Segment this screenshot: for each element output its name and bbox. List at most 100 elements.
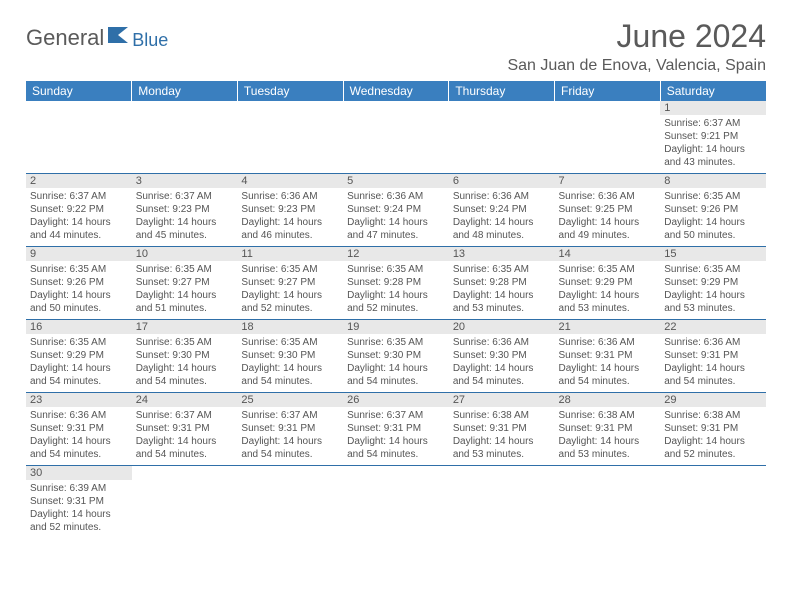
header-friday: Friday (555, 81, 661, 101)
day-cell: 19 Sunrise: 6:35 AMSunset: 9:30 PMDayligh… (343, 320, 449, 393)
day-cell (26, 101, 132, 174)
day-cell (343, 466, 449, 539)
day-number: 2 (26, 174, 132, 188)
day-cell: 29Sunrise: 6:38 AMSunset: 9:31 PMDayligh… (660, 393, 766, 466)
day-cell: 1Sunrise: 6:37 AMSunset: 9:21 PMDaylight… (660, 101, 766, 174)
day-cell: 10 Sunrise: 6:35 AMSunset: 9:27 PMDayligh… (132, 247, 238, 320)
day-info: Sunrise: 6:39 AMSunset: 9:31 PMDaylight:… (30, 482, 128, 534)
header-saturday: Saturday (660, 81, 766, 101)
logo: General Blue (26, 18, 168, 51)
header-monday: Monday (132, 81, 238, 101)
day-number: 28 (555, 393, 661, 407)
day-number: 24 (132, 393, 238, 407)
week-row: 9 Sunrise: 6:35 AMSunset: 9:26 PMDaylight… (26, 247, 766, 320)
day-number: 11 (237, 247, 343, 261)
day-cell: 3Sunrise: 6:37 AMSunset: 9:23 PMDaylight… (132, 174, 238, 247)
week-row: 2Sunrise: 6:37 AMSunset: 9:22 PMDaylight… (26, 174, 766, 247)
day-info: Sunrise: 6:35 AMSunset: 9:30 PMDaylight:… (347, 336, 445, 388)
header-sunday: Sunday (26, 81, 132, 101)
day-cell (343, 101, 449, 174)
day-cell: 13 Sunrise: 6:35 AMSunset: 9:28 PMDayligh… (449, 247, 555, 320)
day-cell: 25 Sunrise: 6:37 AMSunset: 9:31 PMDayligh… (237, 393, 343, 466)
day-cell (132, 101, 238, 174)
day-info: Sunrise: 6:37 AMSunset: 9:31 PMDaylight:… (347, 409, 445, 461)
day-number: 19 (343, 320, 449, 334)
day-cell (555, 466, 661, 539)
day-cell: 20 Sunrise: 6:36 AMSunset: 9:30 PMDayligh… (449, 320, 555, 393)
day-cell: 14Sunrise: 6:35 AMSunset: 9:29 PMDayligh… (555, 247, 661, 320)
day-cell: 21 Sunrise: 6:36 AMSunset: 9:31 PMDayligh… (555, 320, 661, 393)
day-info: Sunrise: 6:35 AMSunset: 9:30 PMDaylight:… (136, 336, 234, 388)
day-number: 27 (449, 393, 555, 407)
day-number: 16 (26, 320, 132, 334)
day-header-row: Sunday Monday Tuesday Wednesday Thursday… (26, 81, 766, 101)
day-number: 8 (660, 174, 766, 188)
day-info: Sunrise: 6:35 AMSunset: 9:30 PMDaylight:… (241, 336, 339, 388)
day-cell (449, 466, 555, 539)
day-number: 15 (660, 247, 766, 261)
header: General Blue June 2024 San Juan de Enova… (26, 18, 766, 75)
day-cell: 30 Sunrise: 6:39 AMSunset: 9:31 PMDayligh… (26, 466, 132, 539)
day-info: Sunrise: 6:37 AMSunset: 9:31 PMDaylight:… (241, 409, 339, 461)
logo-text-blue: Blue (132, 30, 168, 51)
flag-icon (106, 25, 132, 50)
day-number: 7 (555, 174, 661, 188)
day-info: Sunrise: 6:37 AMSunset: 9:21 PMDaylight:… (664, 117, 762, 169)
day-cell: 7Sunrise: 6:36 AMSunset: 9:25 PMDaylight… (555, 174, 661, 247)
day-cell (237, 466, 343, 539)
day-number: 13 (449, 247, 555, 261)
day-cell: 28 Sunrise: 6:38 AMSunset: 9:31 PMDayligh… (555, 393, 661, 466)
day-cell: 17Sunrise: 6:35 AMSunset: 9:30 PMDayligh… (132, 320, 238, 393)
day-cell (132, 466, 238, 539)
day-number: 20 (449, 320, 555, 334)
calendar-table: Sunday Monday Tuesday Wednesday Thursday… (26, 81, 766, 538)
day-cell: 11 Sunrise: 6:35 AMSunset: 9:27 PMDayligh… (237, 247, 343, 320)
calendar-body: 1Sunrise: 6:37 AMSunset: 9:21 PMDaylight… (26, 101, 766, 538)
day-info: Sunrise: 6:35 AMSunset: 9:27 PMDaylight:… (136, 263, 234, 315)
week-row: 30 Sunrise: 6:39 AMSunset: 9:31 PMDayligh… (26, 466, 766, 539)
day-cell: 26 Sunrise: 6:37 AMSunset: 9:31 PMDayligh… (343, 393, 449, 466)
day-info: Sunrise: 6:36 AMSunset: 9:30 PMDaylight:… (453, 336, 551, 388)
day-number: 10 (132, 247, 238, 261)
day-info: Sunrise: 6:35 AMSunset: 9:26 PMDaylight:… (30, 263, 128, 315)
day-info: Sunrise: 6:35 AMSunset: 9:29 PMDaylight:… (30, 336, 128, 388)
day-number: 29 (660, 393, 766, 407)
day-number: 22 (660, 320, 766, 334)
day-number: 5 (343, 174, 449, 188)
day-number: 6 (449, 174, 555, 188)
day-cell (449, 101, 555, 174)
day-info: Sunrise: 6:38 AMSunset: 9:31 PMDaylight:… (453, 409, 551, 461)
day-number: 25 (237, 393, 343, 407)
day-cell: 5Sunrise: 6:36 AMSunset: 9:24 PMDaylight… (343, 174, 449, 247)
day-number: 14 (555, 247, 661, 261)
day-number: 9 (26, 247, 132, 261)
day-cell: 4Sunrise: 6:36 AMSunset: 9:23 PMDaylight… (237, 174, 343, 247)
week-row: 1Sunrise: 6:37 AMSunset: 9:21 PMDaylight… (26, 101, 766, 174)
day-number: 26 (343, 393, 449, 407)
day-info: Sunrise: 6:35 AMSunset: 9:26 PMDaylight:… (664, 190, 762, 242)
day-info: Sunrise: 6:38 AMSunset: 9:31 PMDaylight:… (559, 409, 657, 461)
day-cell: 22 Sunrise: 6:36 AMSunset: 9:31 PMDayligh… (660, 320, 766, 393)
day-cell: 18Sunrise: 6:35 AMSunset: 9:30 PMDayligh… (237, 320, 343, 393)
day-info: Sunrise: 6:35 AMSunset: 9:28 PMDaylight:… (347, 263, 445, 315)
day-number: 12 (343, 247, 449, 261)
day-info: Sunrise: 6:36 AMSunset: 9:31 PMDaylight:… (30, 409, 128, 461)
day-number: 23 (26, 393, 132, 407)
week-row: 23 Sunrise: 6:36 AMSunset: 9:31 PMDayligh… (26, 393, 766, 466)
day-number: 21 (555, 320, 661, 334)
day-info: Sunrise: 6:35 AMSunset: 9:28 PMDaylight:… (453, 263, 551, 315)
day-number: 30 (26, 466, 132, 480)
location-text: San Juan de Enova, Valencia, Spain (507, 57, 766, 75)
day-cell: 24Sunrise: 6:37 AMSunset: 9:31 PMDayligh… (132, 393, 238, 466)
header-wednesday: Wednesday (343, 81, 449, 101)
day-cell: 6Sunrise: 6:36 AMSunset: 9:24 PMDaylight… (449, 174, 555, 247)
day-cell: 16 Sunrise: 6:35 AMSunset: 9:29 PMDayligh… (26, 320, 132, 393)
week-row: 16 Sunrise: 6:35 AMSunset: 9:29 PMDayligh… (26, 320, 766, 393)
day-info: Sunrise: 6:36 AMSunset: 9:31 PMDaylight:… (559, 336, 657, 388)
day-info: Sunrise: 6:36 AMSunset: 9:31 PMDaylight:… (664, 336, 762, 388)
day-cell: 8 Sunrise: 6:35 AMSunset: 9:26 PMDaylight… (660, 174, 766, 247)
logo-text-general: General (26, 25, 104, 51)
day-cell: 9 Sunrise: 6:35 AMSunset: 9:26 PMDaylight… (26, 247, 132, 320)
day-number: 4 (237, 174, 343, 188)
day-info: Sunrise: 6:35 AMSunset: 9:27 PMDaylight:… (241, 263, 339, 315)
